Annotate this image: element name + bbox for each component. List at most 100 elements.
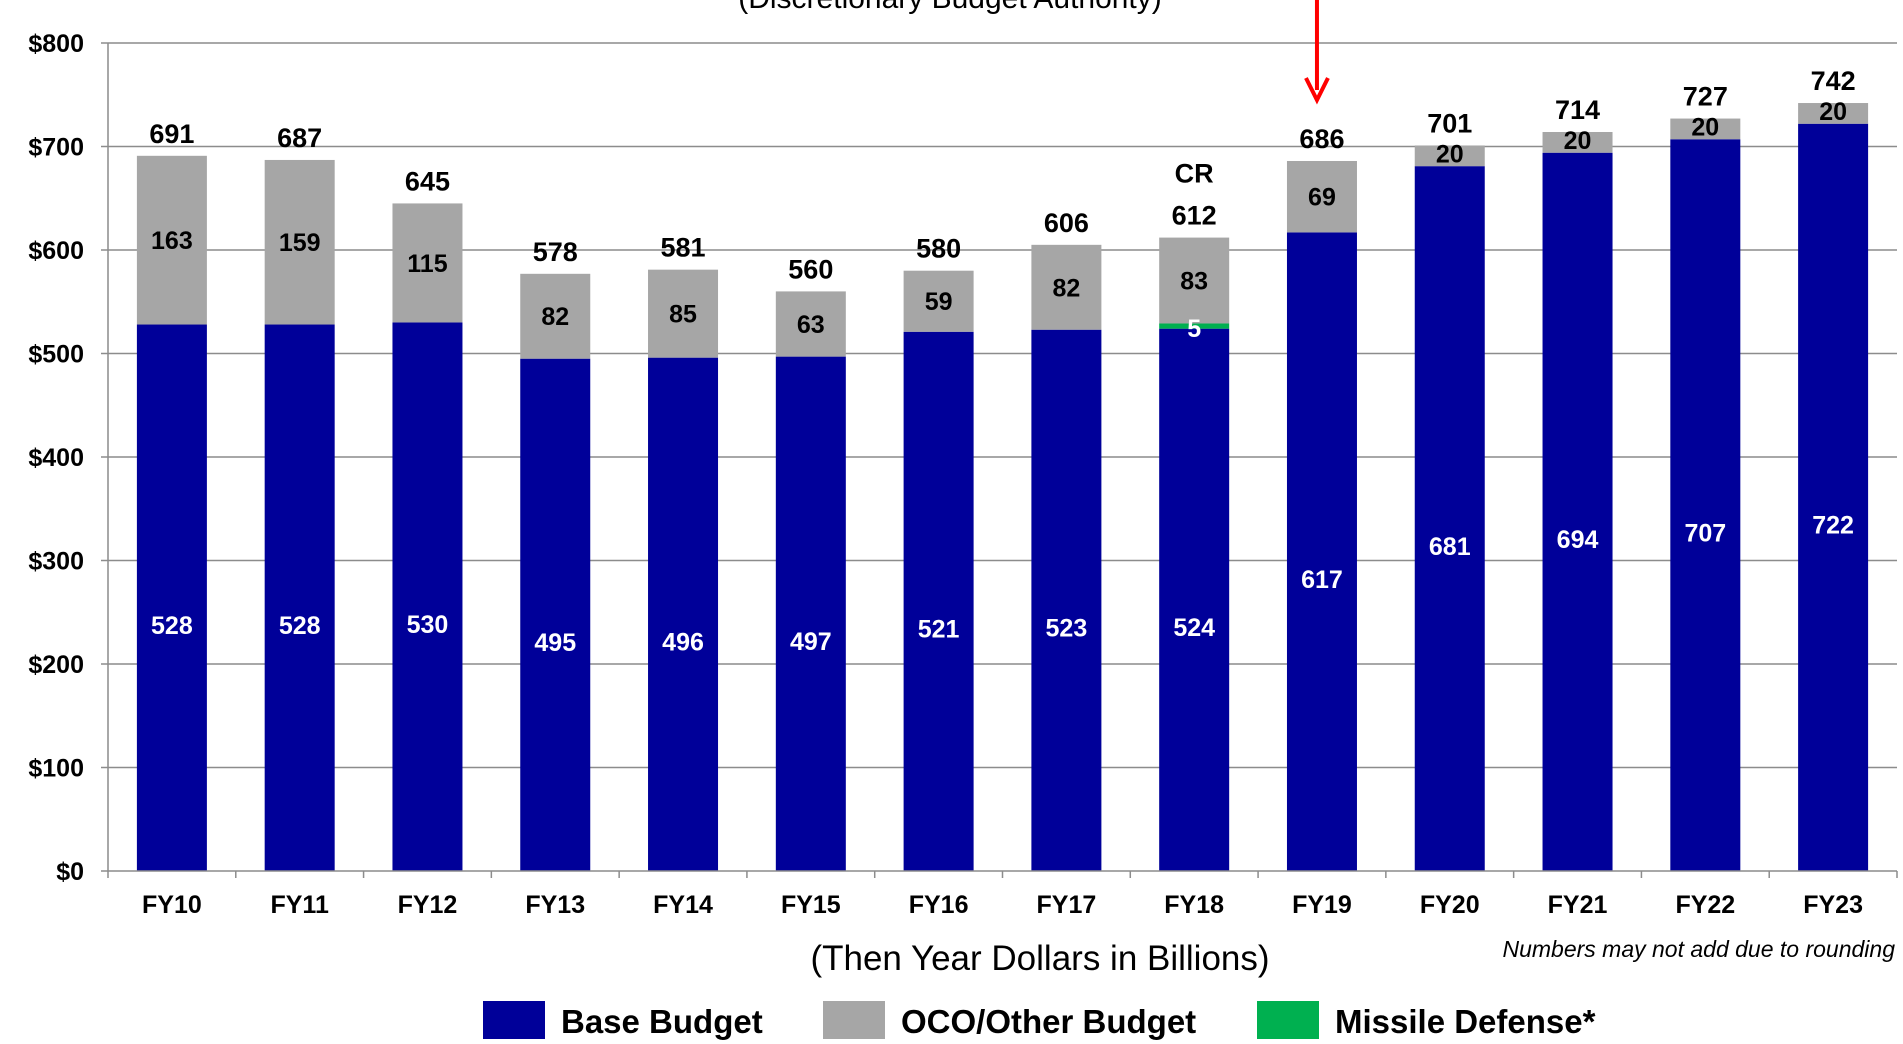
x-tick-label: FY20 (1420, 891, 1480, 919)
base-value-label: 496 (662, 629, 704, 657)
bar-segment-base-budget (264, 324, 335, 871)
bar-segment-oco-other-budget (1414, 145, 1485, 167)
bar-segment-base-budget (1542, 152, 1613, 871)
total-value-label: 727 (1683, 82, 1728, 112)
total-value-label: 714 (1555, 95, 1600, 125)
x-tick-label: FY21 (1548, 891, 1608, 919)
oco-value-label: 20 (1819, 98, 1847, 126)
total-value-label: 701 (1427, 108, 1472, 138)
base-value-label: 530 (407, 611, 449, 639)
x-tick-label: FY11 (270, 891, 328, 919)
bar-segment-base-budget (648, 357, 719, 871)
base-value-label: 524 (1173, 614, 1215, 642)
oco-value-label: 83 (1180, 268, 1208, 296)
total-value-label: 742 (1811, 66, 1856, 96)
chart-subtitle: (Discretionary Budget Authority) (738, 0, 1162, 15)
x-tick-label: FY13 (525, 891, 585, 919)
y-tick-label: $500 (28, 341, 84, 369)
oco-value-label: 59 (925, 288, 953, 316)
oco-value-label: 69 (1308, 184, 1336, 212)
base-value-label: 528 (279, 612, 321, 640)
x-tick-label: FY16 (909, 891, 969, 919)
total-value-label: 580 (916, 234, 961, 264)
oco-value-label: 63 (797, 311, 825, 339)
gridlines (108, 42, 1897, 769)
x-tick-label: FY18 (1164, 891, 1224, 919)
base-value-label: 523 (1046, 615, 1088, 643)
bar-segment-base-budget (520, 358, 591, 871)
bar-segment-base-budget (136, 324, 207, 871)
bar-segment-oco-other-budget (264, 159, 335, 325)
base-value-label: 681 (1429, 533, 1471, 561)
bar-segment-oco-other-budget (136, 155, 207, 325)
bar-segment-oco-other-budget (1286, 160, 1357, 233)
total-value-label: 612 (1172, 201, 1217, 231)
x-tick-label: FY12 (398, 891, 458, 919)
x-tick-label: FY14 (653, 891, 713, 919)
legend-label: Base Budget (561, 1003, 763, 1040)
oco-value-label: 20 (1691, 114, 1719, 142)
total-value-label: 581 (661, 233, 706, 263)
bar-segment-oco-other-budget (392, 203, 463, 323)
base-value-label: 521 (918, 616, 960, 644)
bar-segment-oco-other-budget (775, 291, 846, 357)
bar-segment-oco-other-budget (903, 270, 974, 332)
total-value-label: 578 (533, 237, 578, 267)
bar-segment-base-budget (903, 331, 974, 871)
total-value-label: 686 (1299, 124, 1344, 154)
x-tick-label: FY23 (1803, 891, 1863, 919)
y-tick-label: $400 (28, 444, 84, 472)
y-tick-label: $200 (28, 651, 84, 679)
base-value-label: 497 (790, 628, 832, 656)
oco-value-label: 163 (151, 227, 193, 255)
base-value-label: 495 (534, 629, 576, 657)
bar-segment-base-budget (392, 322, 463, 871)
bar-segment-base-budget (1670, 139, 1741, 871)
oco-value-label: 20 (1564, 127, 1592, 155)
y-tick-label: $100 (28, 755, 84, 783)
legend-swatch (823, 1001, 885, 1039)
y-tick-label: $0 (56, 858, 84, 886)
bar-segment-oco-other-budget (1670, 118, 1741, 140)
bar-segment-oco-other-budget (1031, 244, 1102, 330)
y-tick-label: $600 (28, 237, 84, 265)
x-tick-label: FY15 (781, 891, 841, 919)
bar-segment-base-budget (1414, 166, 1485, 872)
bar-segment-missile-defense (1159, 323, 1230, 329)
y-tick-label: $800 (28, 30, 84, 58)
bar-segment-oco-other-budget (520, 273, 591, 359)
bar-segment-oco-other-budget (1798, 103, 1869, 124)
base-value-label: 617 (1301, 566, 1343, 594)
total-value-label: 606 (1044, 208, 1089, 238)
bars (136, 103, 1869, 872)
oco-value-label: 85 (669, 301, 697, 329)
bar-segment-base-budget (775, 356, 846, 872)
base-value-label: 528 (151, 612, 193, 640)
bar-segment-oco-other-budget (1159, 237, 1230, 324)
bar-segment-base-budget (1286, 232, 1357, 871)
bar-segment-oco-other-budget (648, 269, 719, 358)
oco-value-label: 82 (1052, 274, 1080, 302)
base-value-label: 707 (1684, 519, 1726, 547)
labels: 528 163 691 FY10 528 159 687 FY11 530 115 645 FY12 4… (142, 0, 1863, 919)
rounding-note: Numbers may not add due to rounding (1502, 936, 1895, 962)
total-value-label: 691 (149, 119, 194, 149)
axes: $0 $100 $200 $300 $400 $500 $600 $700 $800 (28, 30, 1898, 886)
total-value-label: 645 (405, 166, 450, 196)
oco-value-label: 115 (407, 250, 447, 278)
oco-value-label: 82 (541, 303, 569, 331)
total-value-label: 560 (788, 254, 833, 284)
missile-defense-value-label: 5 (1187, 315, 1201, 343)
x-tick-label: FY19 (1292, 891, 1352, 919)
total-prefix-label: CR (1175, 159, 1214, 189)
bar-segment-base-budget (1159, 328, 1230, 871)
oco-value-label: 159 (279, 229, 321, 257)
x-axis-title: (Then Year Dollars in Billions) (810, 939, 1269, 978)
total-value-label: 687 (277, 123, 322, 153)
legend-swatch (1257, 1001, 1319, 1039)
x-tick-label: FY22 (1675, 891, 1735, 919)
legend-swatch (483, 1001, 545, 1039)
x-tick-label: FY10 (142, 891, 202, 919)
legend: Base Budget OCO/Other Budget Missile Defen… (483, 1001, 1596, 1040)
